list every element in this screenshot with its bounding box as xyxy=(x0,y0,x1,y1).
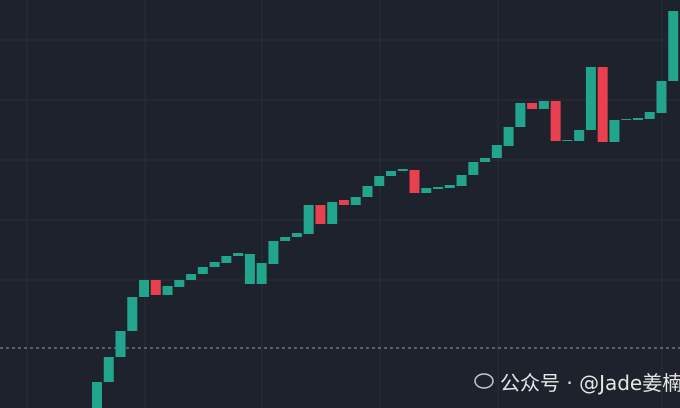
candle-body xyxy=(127,297,138,331)
candle-body xyxy=(503,127,514,146)
candle-body xyxy=(632,118,643,120)
candle-body xyxy=(397,169,408,171)
candle-body xyxy=(162,286,173,295)
candle-body xyxy=(221,256,232,263)
candle-body xyxy=(197,267,208,274)
candle-body xyxy=(315,205,326,224)
candle-body xyxy=(374,176,385,186)
candle-body xyxy=(621,119,632,120)
candle-body xyxy=(562,140,573,141)
candle-body xyxy=(656,81,667,113)
candle-body xyxy=(421,188,432,193)
candle-body xyxy=(574,130,585,141)
candle-body xyxy=(491,145,502,158)
candle-body xyxy=(350,197,361,205)
candle-body xyxy=(327,202,338,224)
candle-body xyxy=(92,382,102,408)
candle-body xyxy=(409,170,420,193)
candle-body xyxy=(103,357,114,382)
candle-body xyxy=(186,274,197,280)
candle-body xyxy=(233,253,244,256)
candle-body xyxy=(256,263,267,284)
candle-body xyxy=(585,67,596,130)
candle-body xyxy=(480,158,491,162)
candle-body xyxy=(174,280,185,287)
candle-body xyxy=(527,103,538,109)
candle-body xyxy=(468,162,479,175)
watermark-text: 公众号 · @Jade姜楠 xyxy=(500,371,680,395)
candle-body xyxy=(644,112,655,119)
candle-body xyxy=(338,200,349,205)
candle-body xyxy=(139,280,150,297)
candle-body xyxy=(268,241,279,264)
candle-body xyxy=(386,171,396,176)
candle-body xyxy=(444,185,455,188)
candle-body xyxy=(609,120,620,142)
candle-body xyxy=(244,254,255,284)
watermark-icon xyxy=(474,373,494,389)
candle-body xyxy=(668,11,679,81)
candle-body xyxy=(291,233,302,237)
candle-body xyxy=(150,280,161,295)
candle-body xyxy=(362,186,373,197)
candle-body xyxy=(280,237,291,241)
candle-body xyxy=(433,187,444,189)
candle-body xyxy=(115,331,126,357)
candle-body xyxy=(515,103,526,127)
candle-body xyxy=(303,205,314,234)
vertical-grid xyxy=(26,0,663,408)
candle-body xyxy=(456,175,467,186)
candle-body xyxy=(550,101,561,141)
watermark: 公众号 · @Jade姜楠 xyxy=(474,371,680,395)
candle-body xyxy=(209,262,220,267)
candle-body xyxy=(538,101,549,109)
candle-body xyxy=(597,67,608,142)
